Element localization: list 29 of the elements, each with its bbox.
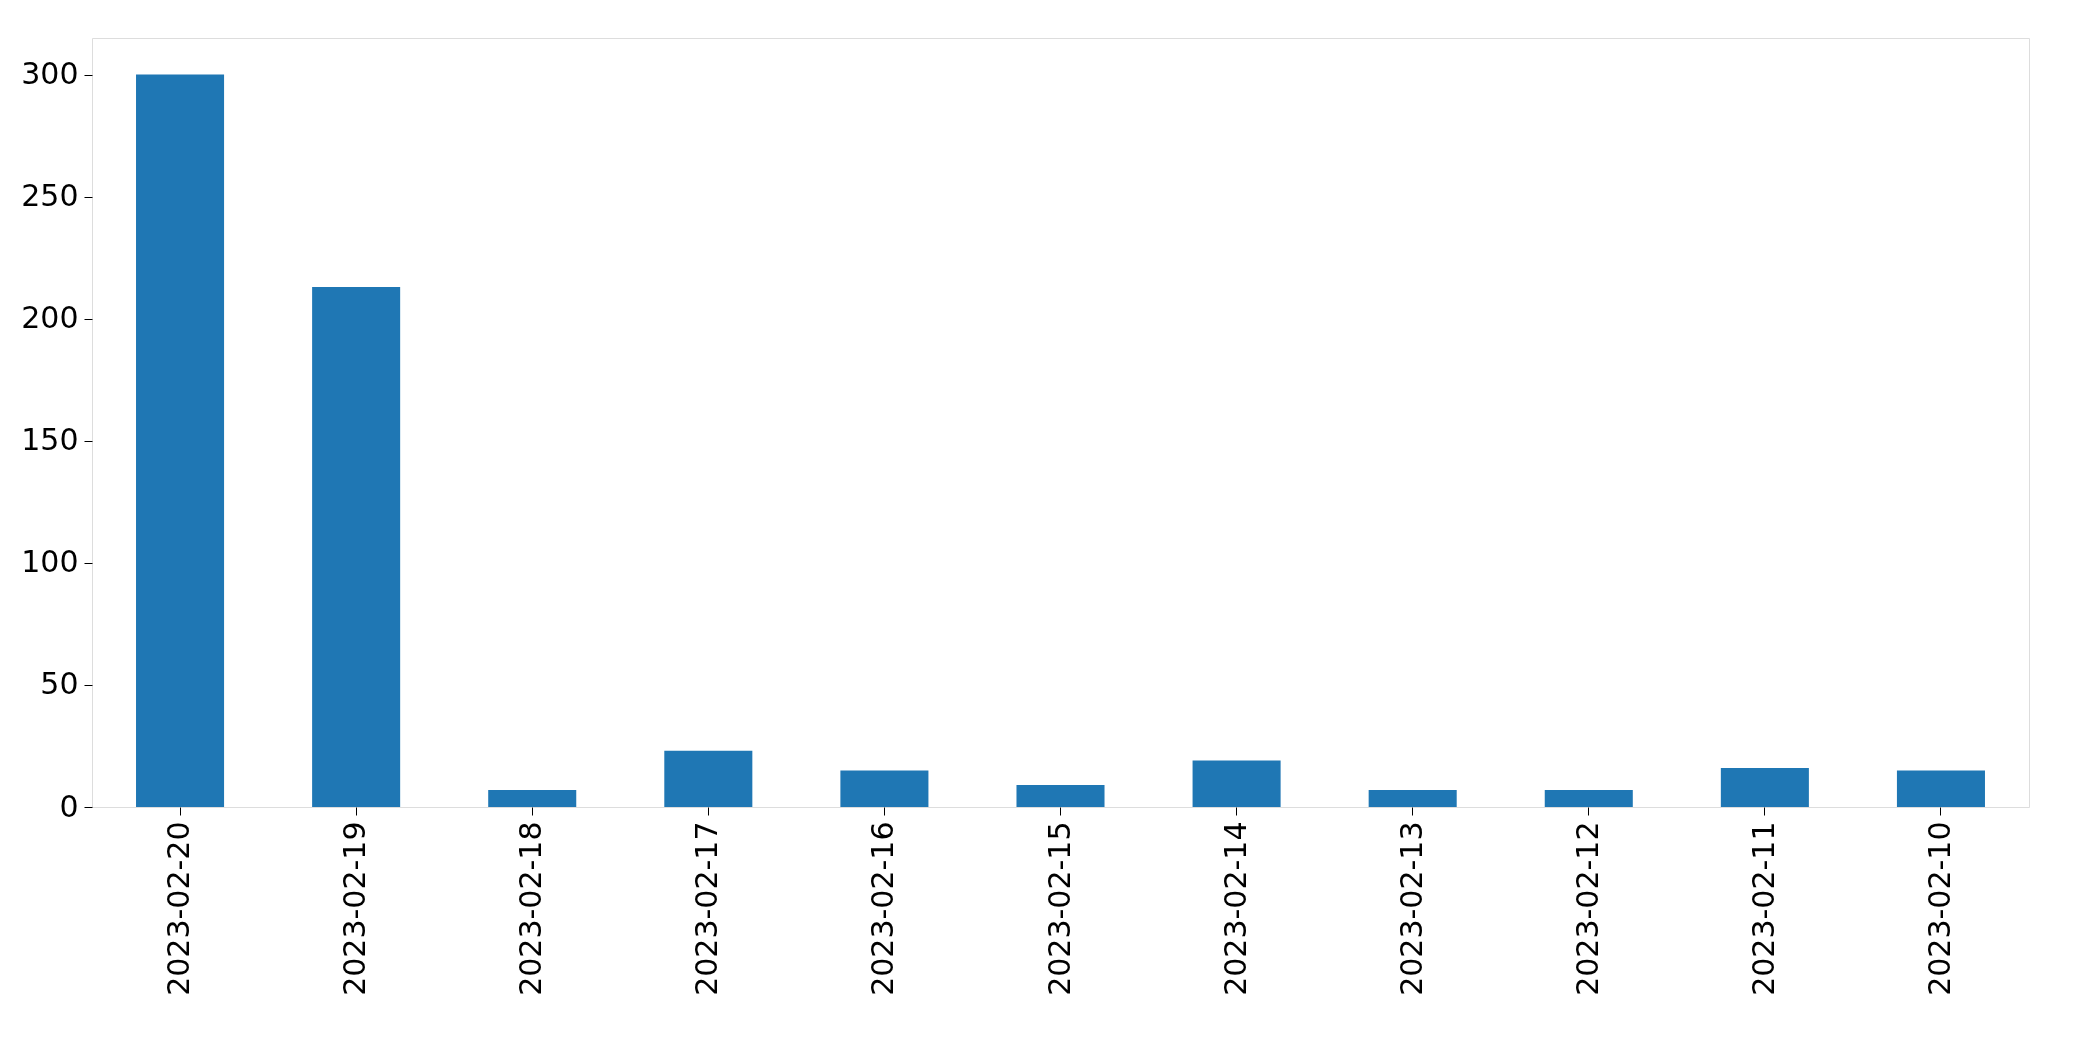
- bar: [840, 770, 929, 807]
- bar: [136, 74, 225, 807]
- y-tick-label: 100: [21, 544, 79, 580]
- x-tick-label: 2023-02-11: [1745, 821, 1781, 996]
- y-tick-label: 0: [59, 788, 79, 824]
- bar: [664, 750, 753, 807]
- x-tick-label: 2023-02-10: [1921, 821, 1957, 996]
- x-tick-label: 2023-02-19: [337, 821, 373, 996]
- bar: [1544, 789, 1633, 807]
- x-tick-label: 2023-02-13: [1393, 821, 1429, 996]
- x-tick-label: 2023-02-16: [865, 821, 901, 996]
- y-tick-label: 200: [21, 300, 79, 336]
- y-tick-label: 150: [21, 422, 79, 458]
- x-tick-label: 2023-02-15: [1041, 821, 1077, 996]
- x-tick-label: 2023-02-12: [1569, 821, 1605, 996]
- y-tick-label: 50: [40, 666, 79, 702]
- y-tick-label: 250: [21, 178, 79, 214]
- bar: [1720, 767, 1809, 807]
- x-tick-label: 2023-02-20: [161, 821, 197, 996]
- x-tick-label: 2023-02-17: [689, 821, 725, 996]
- bar: [1016, 785, 1105, 807]
- bar: [488, 789, 577, 807]
- bar: [1368, 789, 1457, 807]
- bar: [312, 287, 401, 807]
- x-tick-label: 2023-02-18: [513, 821, 549, 996]
- bar: [1896, 770, 1985, 807]
- y-tick-label: 300: [21, 56, 79, 92]
- bar: [1192, 760, 1281, 807]
- x-tick-label: 2023-02-14: [1217, 821, 1253, 996]
